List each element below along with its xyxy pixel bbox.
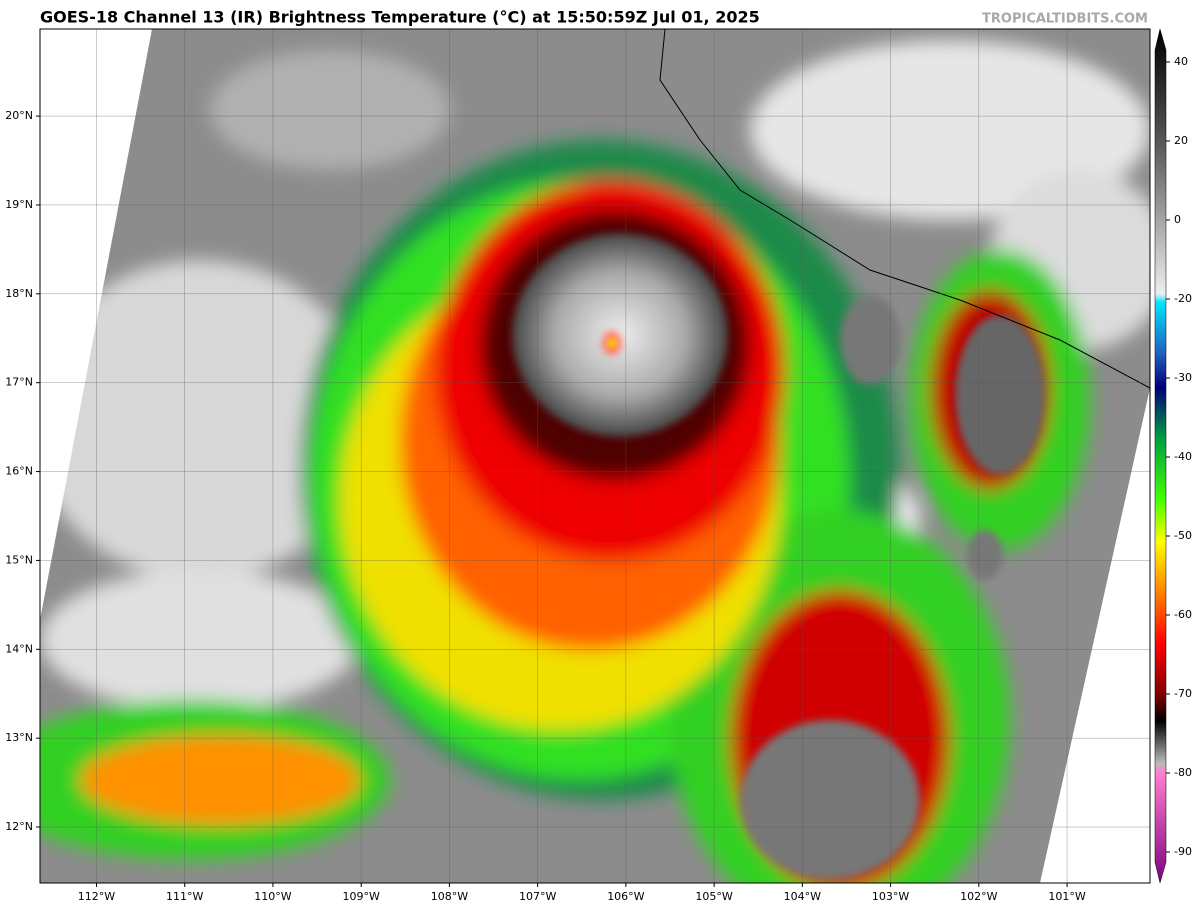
x-tick-label: 110°W — [254, 890, 291, 903]
colorbar-label: 40 — [1174, 55, 1188, 68]
y-tick-label: 14°N — [5, 642, 33, 655]
title: GOES-18 Channel 13 (IR) Brightness Tempe… — [40, 8, 760, 27]
colorbar-label: -80 — [1174, 766, 1192, 779]
x-tick-label: 109°W — [342, 890, 379, 903]
colorbar-label: -90 — [1174, 845, 1192, 858]
x-tick-label: 112°W — [78, 890, 115, 903]
colorbar-label: -50 — [1174, 529, 1192, 542]
colorbar-label: -40 — [1174, 450, 1192, 463]
x-tick-label: 107°W — [519, 890, 556, 903]
y-tick-label: 15°N — [5, 553, 33, 566]
y-tick-label: 16°N — [5, 465, 33, 478]
satellite-image — [40, 29, 1150, 883]
x-tick-label: 103°W — [872, 890, 909, 903]
watermark: TROPICALTIDBITS.COM — [982, 12, 1148, 27]
x-tick-label: 101°W — [1048, 890, 1085, 903]
colorbar-label: 20 — [1174, 134, 1188, 147]
x-tick-label: 106°W — [607, 890, 644, 903]
colorbar-label: -60 — [1174, 608, 1192, 621]
colorbar-label: -70 — [1174, 687, 1192, 700]
colorbar-label: -30 — [1174, 371, 1192, 384]
x-tick-label: 108°W — [431, 890, 468, 903]
y-tick-label: 20°N — [5, 109, 33, 122]
y-tick-label: 13°N — [5, 731, 33, 744]
x-tick-label: 104°W — [784, 890, 821, 903]
colorbar-label: 0 — [1174, 213, 1181, 226]
x-tick-label: 102°W — [960, 890, 997, 903]
y-tick-label: 12°N — [5, 820, 33, 833]
y-tick-label: 18°N — [5, 287, 33, 300]
grid — [40, 29, 1150, 883]
x-tick-label: 111°W — [166, 890, 203, 903]
x-tick-label: 105°W — [695, 890, 732, 903]
colorbar — [1154, 28, 1167, 884]
map-frame — [39, 28, 1151, 884]
colorbar-label: -20 — [1174, 292, 1192, 305]
y-tick-label: 17°N — [5, 376, 33, 389]
coastline — [659, 29, 1150, 389]
y-tick-label: 19°N — [5, 198, 33, 211]
